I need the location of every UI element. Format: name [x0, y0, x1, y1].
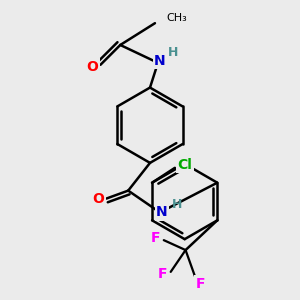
- Text: N: N: [156, 206, 168, 219]
- Text: CH₃: CH₃: [167, 13, 188, 23]
- Text: F: F: [158, 267, 167, 281]
- Text: O: O: [92, 191, 104, 206]
- Text: O: O: [87, 60, 98, 74]
- Text: Cl: Cl: [177, 158, 192, 172]
- Text: H: H: [168, 46, 178, 59]
- Text: N: N: [154, 54, 166, 68]
- Text: F: F: [196, 277, 205, 291]
- Text: H: H: [172, 198, 182, 211]
- Text: F: F: [151, 231, 160, 245]
